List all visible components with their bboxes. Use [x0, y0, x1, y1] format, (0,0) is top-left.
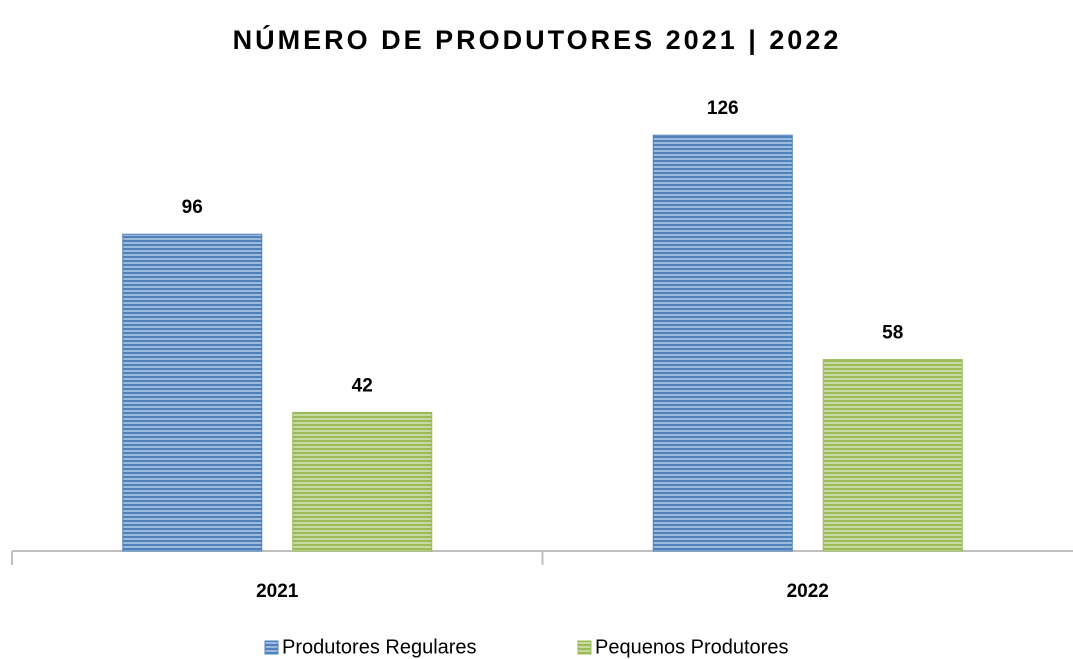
- bar: [652, 134, 793, 552]
- chart-title: NÚMERO DE PRODUTORES 2021 | 2022: [233, 24, 842, 55]
- bar: [122, 233, 263, 552]
- x-tick-label: 2022: [787, 581, 829, 602]
- bar: [292, 411, 433, 552]
- value-label: 96: [182, 197, 203, 218]
- legend-swatch: [577, 640, 592, 655]
- value-label: 126: [707, 98, 739, 119]
- x-tick-label: 2021: [256, 581, 299, 602]
- bar: [822, 359, 963, 552]
- legend-label: Pequenos Produtores: [595, 636, 788, 658]
- value-label: 42: [352, 375, 373, 396]
- legend-swatch: [264, 640, 279, 655]
- legend-label: Produtores Regulares: [282, 636, 477, 658]
- value-label: 58: [882, 323, 903, 344]
